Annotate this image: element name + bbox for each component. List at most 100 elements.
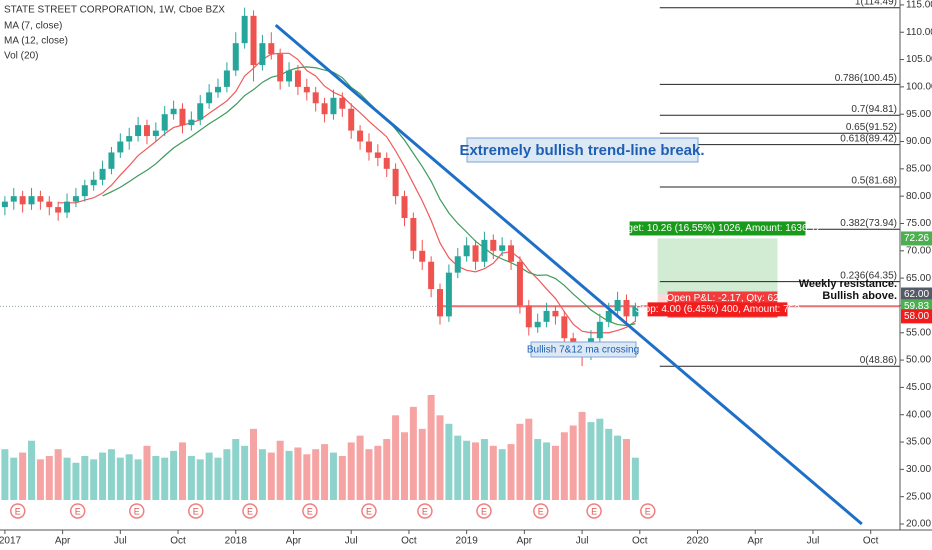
earnings-label: E — [247, 506, 253, 516]
volume-bar — [569, 425, 577, 500]
fib-label: 0.786(100.45) — [835, 73, 897, 84]
earnings-label: E — [591, 506, 597, 516]
y-tick-label: 85.00 — [906, 163, 931, 174]
volume-bar — [498, 449, 506, 500]
volume-bar — [81, 455, 89, 500]
earnings-label: E — [15, 506, 21, 516]
candle-body — [623, 299, 630, 317]
earnings-marker — [476, 503, 492, 519]
earnings-marker — [242, 503, 258, 519]
earnings-marker — [640, 503, 656, 519]
volume-bar — [365, 449, 373, 500]
volume-bar — [178, 442, 186, 500]
y-tick-label: 80.00 — [906, 191, 931, 202]
candle-body — [303, 86, 310, 93]
moving-average — [58, 52, 636, 334]
volume-bar — [54, 449, 62, 500]
candle-body — [161, 114, 168, 131]
candle-body — [552, 310, 559, 317]
fib-label: 0.618(89.42) — [840, 133, 897, 144]
volume-bar — [285, 450, 293, 500]
volume-bar — [347, 442, 355, 500]
volume-bar — [374, 445, 382, 500]
fib-label: 0.236(64.35) — [840, 270, 897, 281]
fib-label: 0.5(81.68) — [851, 176, 897, 187]
volume-bar — [436, 415, 444, 500]
volume-bar — [578, 411, 586, 500]
x-tick-label: Oct — [401, 536, 417, 547]
volume-bar — [489, 445, 497, 500]
y-tick-label: 75.00 — [906, 218, 931, 229]
candle-body — [348, 108, 355, 131]
candle-body — [401, 196, 408, 219]
candle-body — [499, 245, 506, 251]
candle-body — [392, 168, 399, 197]
volume-bar — [383, 439, 391, 500]
earnings-marker — [533, 503, 549, 519]
candle-body — [428, 261, 435, 290]
volume-bar — [116, 457, 124, 500]
volume-bar — [223, 449, 231, 500]
volume-bar — [534, 439, 542, 500]
volume-bar — [622, 439, 630, 500]
volume-bar — [170, 450, 178, 500]
candle-body — [339, 97, 346, 109]
candle-body — [259, 43, 266, 66]
candle-body — [223, 70, 230, 87]
volume-bar — [187, 455, 195, 500]
x-tick-label: Jul — [807, 536, 820, 547]
candle-body — [454, 256, 461, 273]
candle-body — [472, 245, 479, 262]
stop-label: Stop: 4.00 (6.45%) 400, Amount: 752 — [635, 304, 800, 315]
volume-bar — [241, 445, 249, 500]
earnings-label: E — [307, 506, 313, 516]
earnings-label: E — [538, 506, 544, 516]
chart-title: STATE STREET CORPORATION, 1W, Cboe BZX — [4, 5, 225, 16]
candle-body — [525, 305, 532, 328]
volume-bar — [356, 435, 364, 500]
volume-bar — [28, 440, 36, 500]
candle-body — [516, 261, 523, 306]
y-tick-label: 70.00 — [906, 245, 931, 256]
y-tick-label: 50.00 — [906, 355, 931, 366]
candle-body — [170, 108, 177, 115]
price-label: 72.26 — [904, 233, 929, 244]
volume-bar — [400, 432, 408, 500]
volume-bar — [338, 455, 346, 500]
candle-body — [64, 201, 71, 213]
y-tick-label: 100.00 — [906, 82, 932, 93]
annotation-box — [466, 137, 699, 163]
y-tick-label: 115.00 — [906, 0, 932, 11]
y-tick-label: 30.00 — [906, 464, 931, 475]
y-tick-label: 55.00 — [906, 327, 931, 338]
y-tick-label: 105.00 — [906, 54, 932, 65]
volume-bar — [72, 462, 80, 500]
candle-body — [72, 196, 79, 202]
volume-bar — [1, 449, 9, 500]
volume-bar — [303, 454, 311, 500]
resistance-label: Weekly resistance. — [799, 278, 897, 290]
candle-body — [277, 54, 284, 82]
candle-body — [81, 185, 88, 197]
price-label-box — [901, 231, 932, 246]
volume-bar — [605, 428, 613, 500]
price-label: 59.83 — [904, 301, 929, 312]
y-tick-label: 35.00 — [906, 437, 931, 448]
volume-bar — [294, 447, 302, 500]
y-tick-label: 90.00 — [906, 136, 931, 147]
candle-body — [596, 321, 603, 339]
earnings-label: E — [75, 506, 81, 516]
volume-bar — [312, 449, 320, 500]
volume-bar — [214, 457, 222, 500]
volume-bar — [427, 395, 435, 500]
volume-bar — [134, 459, 142, 500]
candle-body — [152, 130, 159, 137]
candle-body — [286, 70, 293, 82]
volume-bar — [631, 457, 639, 500]
candle-body — [330, 97, 337, 115]
candle-body — [321, 103, 328, 115]
volume-bar — [454, 435, 462, 500]
earnings-marker — [129, 503, 145, 519]
earnings-label: E — [422, 506, 428, 516]
